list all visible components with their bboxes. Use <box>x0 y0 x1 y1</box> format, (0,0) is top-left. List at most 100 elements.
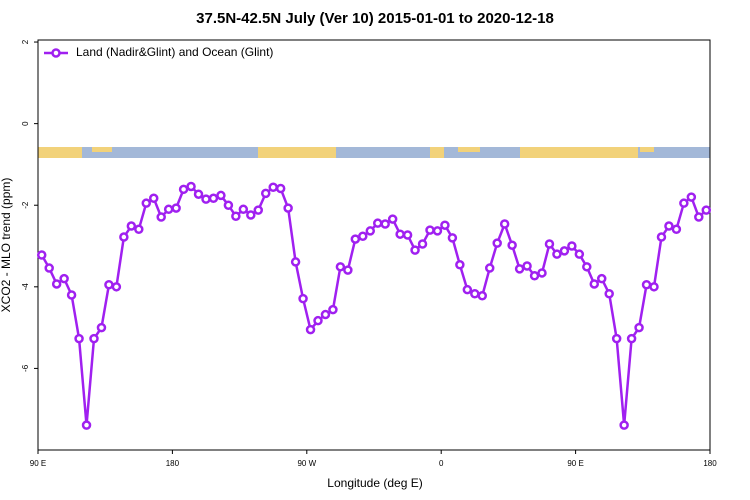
data-point <box>425 225 435 235</box>
data-point <box>440 220 450 230</box>
data-point <box>186 181 196 192</box>
data-point <box>74 333 84 344</box>
data-point <box>163 204 174 215</box>
chart-title: 37.5N-42.5N July (Ver 10) 2015-01-01 to … <box>196 10 554 27</box>
data-point <box>589 279 600 289</box>
data-point <box>507 240 517 250</box>
y-tick-label: -4 <box>21 283 30 291</box>
data-point <box>350 234 361 244</box>
data-point <box>320 309 331 320</box>
data-point <box>671 224 682 235</box>
data-point <box>313 315 323 326</box>
x-axis-label: Longitude (deg E) <box>327 476 422 490</box>
data-point <box>499 219 510 229</box>
data-point <box>387 214 398 224</box>
data-point <box>156 212 166 222</box>
y-tick-label: 0 <box>21 121 30 126</box>
data-point <box>567 241 577 251</box>
data-point <box>290 257 301 267</box>
data-point <box>268 182 278 193</box>
data-point <box>134 224 144 235</box>
data-point <box>208 193 219 204</box>
x-tick-label: 0 <box>439 459 444 468</box>
data-point <box>59 273 69 284</box>
data-point <box>51 279 62 289</box>
data-point <box>649 282 659 292</box>
data-point <box>148 193 159 204</box>
data-point <box>335 262 346 272</box>
data-point <box>171 203 181 213</box>
data-point <box>178 184 189 195</box>
data-point <box>664 221 674 231</box>
data-point <box>552 249 562 259</box>
data-point <box>455 260 465 270</box>
plot-frame <box>37 39 711 451</box>
x-tick-label: 180 <box>703 459 717 468</box>
data-point <box>574 249 585 259</box>
y-tick-label: -2 <box>21 201 30 209</box>
data-point <box>201 194 211 204</box>
x-tick-label: 90 E <box>567 459 583 468</box>
data-point <box>529 271 540 281</box>
data-point <box>626 333 637 344</box>
data-point <box>305 324 316 335</box>
x-tick-label: 180 <box>166 459 180 468</box>
data-point <box>447 233 458 243</box>
data-point <box>231 211 241 221</box>
data-point <box>477 291 488 301</box>
data-point <box>283 203 293 213</box>
data-point <box>260 188 271 199</box>
data-point <box>522 261 532 271</box>
data-point <box>141 198 152 208</box>
data-point <box>402 230 413 240</box>
data-point <box>537 268 547 278</box>
data-point <box>253 205 264 215</box>
data-point <box>686 192 697 202</box>
data-point <box>641 280 652 290</box>
data-point <box>470 289 480 299</box>
data-point <box>328 304 338 315</box>
legend-label: Land (Nadir&Glint) and Ocean (Glint) <box>76 45 273 59</box>
data-point <box>81 420 92 430</box>
data-point <box>89 333 99 344</box>
data-point <box>410 245 420 255</box>
data-point <box>619 420 629 430</box>
data-point <box>634 322 644 333</box>
y-tick-label: -6 <box>21 364 30 372</box>
data-point <box>462 284 473 295</box>
data-point <box>223 200 234 210</box>
data-point <box>365 226 376 236</box>
data-point <box>104 280 114 290</box>
data-point <box>96 322 107 333</box>
data-point <box>582 262 592 272</box>
y-axis-label: XCO2 - MLO trend (ppm) <box>0 178 13 313</box>
data-point <box>111 282 122 292</box>
world-map-strip <box>38 147 710 158</box>
data-point <box>275 183 286 194</box>
data-point <box>417 239 428 249</box>
data-point <box>484 263 495 273</box>
data-point <box>544 239 555 249</box>
data-point <box>298 293 308 304</box>
data-point <box>559 246 570 256</box>
y-tick-label: 2 <box>21 39 30 44</box>
x-tick-label: 90 E <box>30 459 46 468</box>
data-point <box>372 218 383 228</box>
data-point <box>492 238 502 248</box>
data-point <box>216 190 226 201</box>
data-point <box>343 265 353 275</box>
data-point <box>66 290 77 300</box>
x-tick-label: 90 W <box>297 459 316 468</box>
data-point <box>395 229 405 239</box>
data-point <box>611 333 622 344</box>
data-point <box>44 263 54 273</box>
data-point <box>126 221 137 231</box>
data-point <box>380 219 390 229</box>
data-point <box>36 250 47 260</box>
data-point <box>596 273 607 284</box>
data-point <box>694 212 704 222</box>
data-point <box>119 232 129 242</box>
data-point <box>358 231 368 241</box>
data-point <box>246 210 256 220</box>
